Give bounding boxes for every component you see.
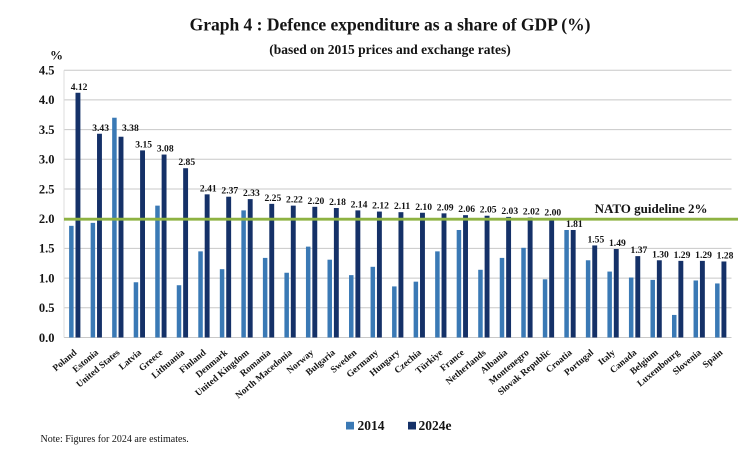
svg-text:2.09: 2.09 (437, 202, 454, 213)
svg-text:2.10: 2.10 (415, 202, 432, 213)
svg-text:0.0: 0.0 (39, 331, 55, 345)
svg-text:2.33: 2.33 (243, 188, 260, 199)
svg-text:2.85: 2.85 (178, 157, 195, 168)
svg-text:2.03: 2.03 (501, 206, 518, 217)
svg-text:1.55: 1.55 (587, 234, 604, 245)
svg-text:3.08: 3.08 (157, 144, 174, 155)
svg-text:1.81: 1.81 (566, 219, 583, 230)
svg-text:2.41: 2.41 (200, 183, 217, 194)
svg-text:(based on 2015 prices and exch: (based on 2015 prices and exchange rates… (269, 42, 511, 57)
svg-text:Note: Figures for 2024 are est: Note: Figures for 2024 are estimates. (41, 434, 189, 445)
svg-text:4.12: 4.12 (71, 82, 88, 93)
svg-text:1.0: 1.0 (39, 271, 55, 285)
svg-text:1.5: 1.5 (39, 242, 55, 256)
svg-text:3.38: 3.38 (122, 123, 139, 134)
svg-text:1.28: 1.28 (717, 250, 734, 261)
svg-text:4.0: 4.0 (39, 93, 55, 107)
svg-text:2.05: 2.05 (480, 205, 497, 216)
svg-text:Graph 4 : Defence expenditure: Graph 4 : Defence expenditure as a share… (190, 15, 591, 35)
svg-text:1.29: 1.29 (674, 250, 691, 261)
svg-text:2.5: 2.5 (39, 182, 55, 196)
svg-text:4.5: 4.5 (39, 64, 55, 78)
svg-text:2.02: 2.02 (523, 207, 540, 218)
svg-text:%: % (50, 48, 63, 63)
svg-text:2.12: 2.12 (372, 201, 389, 212)
svg-text:3.15: 3.15 (135, 139, 152, 150)
svg-text:2.37: 2.37 (221, 186, 238, 197)
svg-text:2.22: 2.22 (286, 195, 303, 206)
svg-text:2.0: 2.0 (39, 212, 55, 226)
svg-text:2.11: 2.11 (394, 201, 410, 212)
svg-text:1.29: 1.29 (695, 250, 712, 261)
svg-text:2.25: 2.25 (264, 193, 281, 204)
svg-text:NATO guideline 2%: NATO guideline 2% (595, 201, 708, 216)
svg-text:3.0: 3.0 (39, 153, 55, 167)
svg-text:2.14: 2.14 (351, 199, 368, 210)
svg-text:1.37: 1.37 (631, 245, 648, 256)
svg-text:2.06: 2.06 (458, 204, 475, 215)
svg-text:2024e: 2024e (419, 418, 452, 433)
svg-text:0.5: 0.5 (39, 301, 55, 315)
svg-text:2014: 2014 (358, 418, 385, 433)
svg-text:1.49: 1.49 (609, 238, 626, 249)
svg-text:3.43: 3.43 (92, 123, 109, 134)
svg-text:3.5: 3.5 (39, 123, 55, 137)
svg-text:2.00: 2.00 (544, 208, 561, 219)
svg-text:2.20: 2.20 (308, 196, 325, 207)
svg-text:2.18: 2.18 (329, 197, 346, 208)
svg-text:1.30: 1.30 (652, 249, 669, 260)
